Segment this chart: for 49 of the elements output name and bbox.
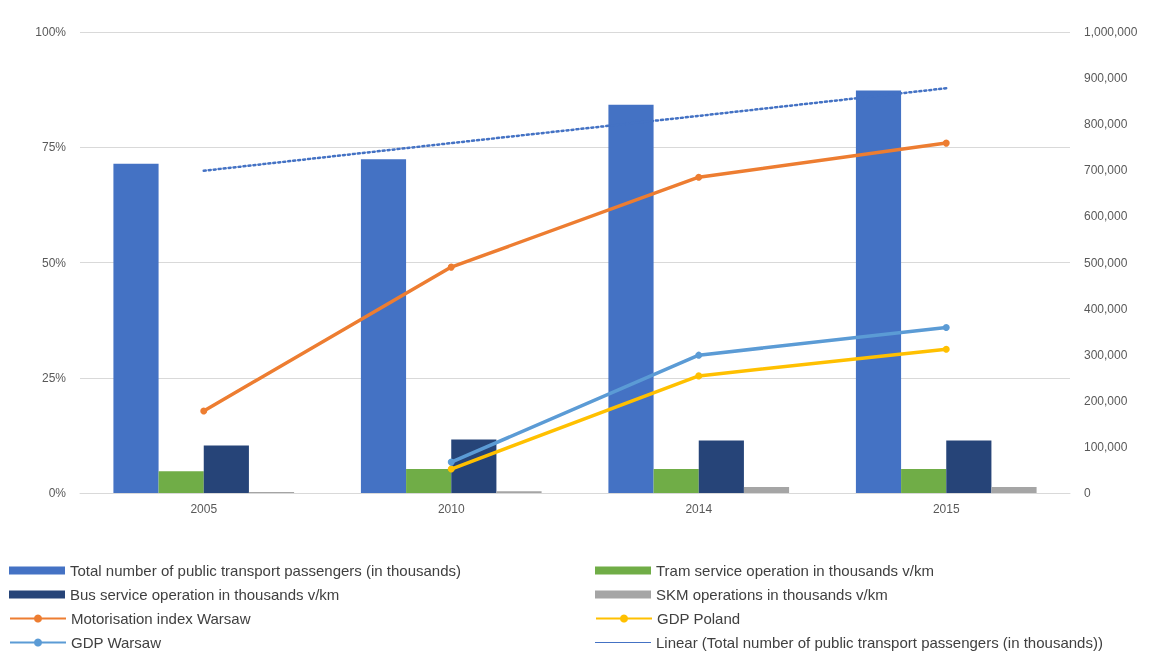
x-tick-label: 2015 — [932, 502, 960, 516]
bar — [698, 440, 744, 493]
y2-tick-label: 800,000 — [1084, 117, 1128, 132]
y2-tick-label: 400,000 — [1084, 301, 1128, 316]
y2-tick-label: 600,000 — [1084, 209, 1128, 224]
x-tick-label: 2005 — [190, 502, 218, 516]
y-tick-label: 100% — [35, 25, 67, 39]
y-tick-label: 0% — [48, 486, 67, 500]
point — [942, 345, 950, 353]
point — [447, 465, 455, 473]
point — [695, 351, 703, 359]
point — [200, 407, 208, 415]
bar — [653, 469, 699, 493]
y2-tick-label: 300,000 — [1084, 347, 1128, 362]
y2-tick-label: 0 — [1084, 486, 1091, 500]
y2-tick-label: 100,000 — [1084, 439, 1128, 454]
legend-label: Motorisation index Warsaw — [71, 610, 251, 627]
point — [695, 173, 703, 181]
y-tick-label: 25% — [41, 370, 67, 385]
bar — [158, 471, 204, 493]
bar — [946, 440, 992, 493]
bar — [203, 445, 249, 493]
bar — [991, 487, 1037, 493]
y2-tick-label: 700,000 — [1084, 163, 1128, 178]
point — [695, 372, 703, 380]
bar — [406, 469, 452, 493]
point — [447, 458, 455, 466]
bar — [113, 163, 159, 493]
y-tick-label: 75% — [41, 140, 67, 155]
y-tick-label: 50% — [41, 255, 67, 270]
y2-tick-label: 1,000,000 — [1084, 25, 1138, 39]
bar — [360, 159, 407, 493]
point — [942, 324, 950, 331]
x-tick-label: 2010 — [437, 502, 465, 516]
y2-tick-label: 500,000 — [1084, 255, 1128, 270]
legend-label: Linear (Total number of public transport passengers (in thousands)) — [656, 634, 1103, 651]
point — [447, 263, 455, 271]
bar — [743, 487, 790, 493]
legend-label: Tram service operation in thousands v/km — [656, 562, 934, 579]
y2-tick-label: 900,000 — [1084, 71, 1128, 86]
x-tick-label: 2014 — [685, 502, 713, 516]
point — [942, 139, 950, 147]
legend-label: Bus service operation in thousands v/km — [70, 586, 340, 603]
legend-label: GDP Poland — [657, 610, 741, 627]
y2-tick-label: 200,000 — [1084, 393, 1128, 408]
bar — [901, 469, 947, 493]
legend-label: GDP Warsaw — [71, 634, 162, 651]
legend-label: Total number of public transport passengers (in thousands) — [70, 562, 462, 579]
legend-label: SKM operations in thousands v/km — [656, 586, 888, 603]
